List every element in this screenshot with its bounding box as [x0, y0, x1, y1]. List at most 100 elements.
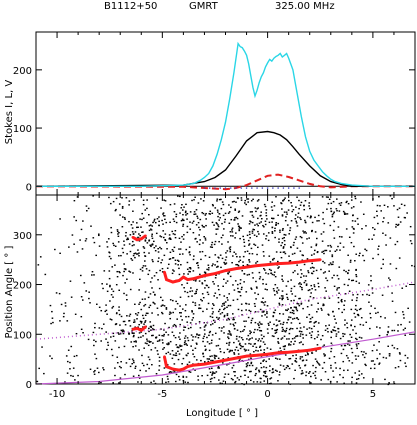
v-dot [261, 187, 264, 189]
pa-sample [300, 236, 303, 239]
pa-sample [111, 354, 114, 357]
pa-sample [317, 286, 320, 288]
pa-sample [372, 257, 374, 260]
pa-sample [283, 243, 286, 246]
pa-sample [309, 217, 312, 219]
pa-sample [316, 344, 319, 346]
pa-sample [263, 269, 266, 271]
pa-sample [145, 312, 148, 314]
pa-sample [157, 247, 159, 250]
pa-sample [171, 249, 174, 251]
pa-sample [291, 312, 294, 314]
pa-sample [246, 250, 249, 252]
pa-sample [172, 325, 175, 327]
pa-sample [142, 246, 145, 248]
pa-sample [256, 223, 258, 225]
pa-sample [218, 317, 221, 319]
pa-sample [348, 360, 351, 362]
pa-sample [211, 203, 214, 206]
pa-sample [262, 374, 265, 377]
pa-sample [184, 290, 186, 293]
pa-sample [135, 340, 137, 342]
pa-sample [141, 314, 144, 317]
pa-sample [147, 273, 150, 276]
pa-sample [250, 288, 253, 290]
pa-sample [153, 220, 156, 222]
pa-sample [117, 235, 120, 238]
pa-sample [55, 292, 58, 294]
pa-sample [244, 350, 247, 352]
pa-sample [253, 228, 255, 231]
pa-sample [271, 258, 274, 261]
pa-sample [139, 320, 142, 323]
pa-sample [243, 348, 246, 350]
pa-sample [139, 268, 142, 271]
pa-sample [255, 367, 258, 369]
pa-sample [324, 271, 327, 273]
pa-sample [275, 290, 278, 293]
pa-sample [233, 341, 235, 344]
pa-point [318, 346, 322, 350]
pa-sample [196, 343, 198, 345]
pa-sample [369, 317, 372, 319]
pa-sample [174, 380, 177, 383]
pa-sample [208, 256, 211, 258]
pa-sample [406, 212, 408, 214]
pa-sample [66, 320, 69, 322]
pa-y-tick-label: 300 [13, 231, 32, 242]
pa-sample [183, 219, 185, 222]
pa-sample [137, 381, 139, 383]
pa-sample [171, 331, 174, 333]
pa-sample [192, 270, 195, 272]
pa-sample [288, 338, 290, 340]
pa-sample [172, 311, 175, 314]
pa-sample [161, 267, 164, 270]
pa-sample [337, 226, 340, 228]
pa-sample [322, 218, 324, 220]
pa-sample [173, 363, 176, 365]
pa-sample [234, 237, 236, 239]
pa-sample [149, 244, 152, 246]
pa-point [203, 274, 206, 277]
pa-sample [156, 307, 159, 309]
pa-sample [148, 229, 151, 232]
pa-sample [211, 323, 214, 325]
pa-sample [114, 245, 117, 247]
pa-sample [175, 221, 178, 224]
pa-sample [165, 381, 167, 384]
pa-sample [270, 206, 273, 208]
pa-sample [358, 370, 361, 372]
pa-sample [263, 255, 265, 257]
pa-sample [180, 315, 182, 318]
pa-sample [132, 360, 135, 362]
pa-sample [267, 273, 270, 275]
pa-sample [181, 284, 183, 286]
pa-sample [161, 299, 164, 302]
pa-sample [354, 372, 357, 374]
pa-sample [189, 270, 191, 273]
pa-sample [274, 329, 276, 332]
pa-sample [330, 207, 332, 210]
pa-sample [358, 374, 361, 376]
pa-sample [232, 318, 234, 321]
pa-sample [250, 379, 252, 381]
pa-sample [174, 308, 177, 310]
pa-sample [209, 330, 212, 333]
pa-sample [182, 379, 185, 382]
pa-sample [187, 339, 190, 342]
pa-sample [213, 295, 216, 297]
pa-sample [288, 328, 291, 331]
pa-sample [400, 323, 402, 326]
pa-sample [347, 340, 350, 342]
pa-sample [104, 310, 107, 313]
pa-sample [330, 347, 333, 350]
pa-sample [62, 315, 65, 318]
rvm-fit-curve-offset [35, 281, 416, 340]
pa-sample [188, 267, 191, 269]
pa-sample [399, 359, 402, 362]
pa-sample [222, 358, 225, 360]
pa-sample [187, 315, 190, 318]
pa-sample [299, 285, 302, 288]
pa-sample [226, 348, 229, 351]
pa-sample [90, 225, 92, 227]
